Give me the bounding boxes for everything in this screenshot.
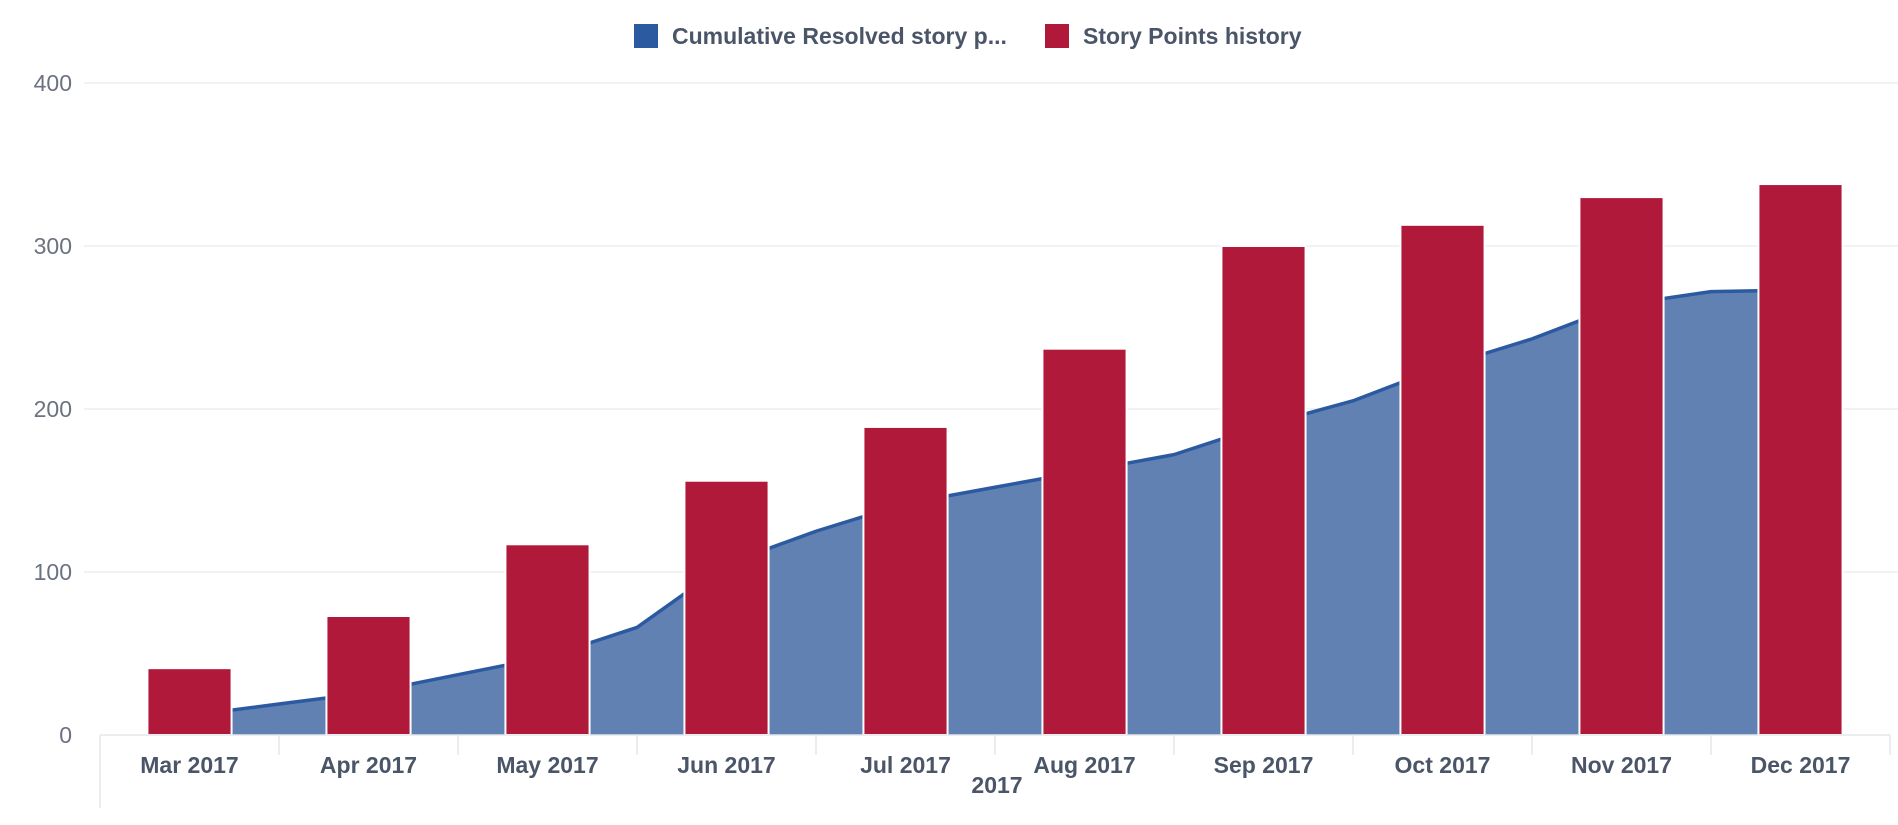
x-tick-label: Oct 2017 [1395, 752, 1491, 778]
y-tick-label: 100 [34, 559, 72, 585]
legend-label-bar: Story Points history [1083, 23, 1302, 49]
x-tick-label: Mar 2017 [140, 752, 238, 778]
legend-swatch-area [634, 24, 658, 48]
bar [505, 544, 589, 735]
bar [147, 668, 231, 735]
x-tick-label: Aug 2017 [1033, 752, 1135, 778]
legend-swatch-bar [1045, 24, 1069, 48]
x-tick-label: Jun 2017 [677, 752, 775, 778]
bar [863, 427, 947, 735]
x-tick-label: May 2017 [496, 752, 598, 778]
legend-item-area[interactable]: Cumulative Resolved story p... [634, 23, 1007, 49]
y-tick-label: 300 [34, 233, 72, 259]
legend: Cumulative Resolved story p... Story Poi… [634, 23, 1302, 49]
bar [1400, 225, 1484, 735]
bar [1579, 197, 1663, 735]
bar [1758, 184, 1842, 735]
x-tick-label: Apr 2017 [320, 752, 417, 778]
legend-label-area: Cumulative Resolved story p... [672, 23, 1007, 49]
bar [1042, 349, 1126, 735]
legend-item-bar[interactable]: Story Points history [1045, 23, 1302, 49]
y-tick-label: 400 [34, 70, 72, 96]
y-tick-label: 200 [34, 396, 72, 422]
x-tick-label: Jul 2017 [860, 752, 951, 778]
y-tick-label: 0 [59, 722, 72, 748]
area-series [189, 290, 1800, 735]
bar [1221, 246, 1305, 735]
x-tick-label: Dec 2017 [1751, 752, 1851, 778]
y-axis: 0 100 200 300 400 [34, 70, 72, 748]
x-axis-title: 2017 [971, 772, 1022, 798]
area-fill [190, 290, 1801, 735]
x-tick-label: Nov 2017 [1571, 752, 1672, 778]
x-tick-label: Sep 2017 [1214, 752, 1314, 778]
bar [326, 616, 410, 735]
bar [684, 481, 768, 735]
